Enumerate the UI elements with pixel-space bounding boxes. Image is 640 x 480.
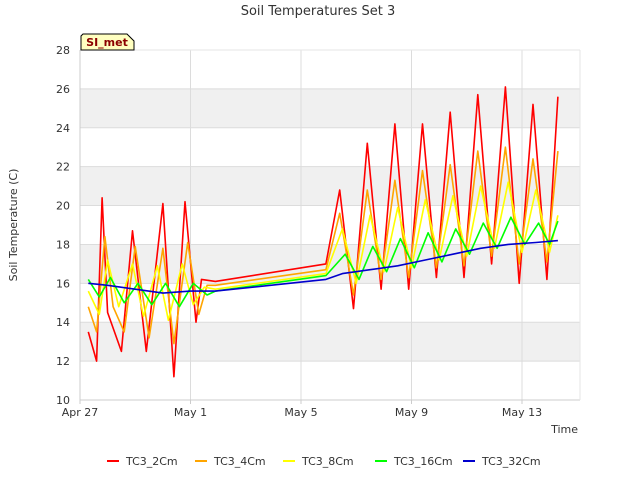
plot-background bbox=[80, 50, 580, 400]
y-tick-label: 12 bbox=[56, 355, 70, 368]
series-line-tc3_4cm bbox=[87, 146, 559, 345]
y-tick-label: 18 bbox=[56, 238, 70, 251]
x-axis-label: Time bbox=[550, 423, 578, 436]
grid-band bbox=[80, 88, 580, 128]
series-lines bbox=[87, 86, 559, 378]
series-line-tc3_32cm bbox=[88, 239, 558, 294]
legend-item: TC3_8Cm bbox=[283, 455, 354, 468]
y-tick-label: 14 bbox=[56, 316, 70, 329]
legend-item: TC3_16Cm bbox=[375, 455, 453, 468]
y-tick-label: 22 bbox=[56, 161, 70, 174]
y-tick-label: 24 bbox=[56, 122, 70, 135]
axes bbox=[79, 49, 581, 401]
y-tick-label: 26 bbox=[56, 83, 70, 96]
x-tick-label: Apr 27 bbox=[62, 406, 99, 419]
tick-labels: 10 12 14 16 18 20 22 24 26 28 Apr 27 May 1 May 5 May … bbox=[56, 44, 542, 419]
legend-item: TC3_4Cm bbox=[195, 455, 266, 468]
legend-label: TC3_16Cm bbox=[393, 455, 453, 468]
series-line-tc3_16cm bbox=[87, 216, 559, 308]
legend-item: TC3_32Cm bbox=[463, 455, 541, 468]
x-tick-label: May 13 bbox=[502, 406, 542, 419]
legend-label: TC3_4Cm bbox=[213, 455, 266, 468]
y-tick-label: 20 bbox=[56, 200, 70, 213]
y-tick-label: 10 bbox=[56, 394, 70, 407]
y-tick-label: 28 bbox=[56, 44, 70, 57]
legend: TC3_2Cm TC3_4Cm TC3_8Cm TC3_16Cm TC3_32Cm bbox=[107, 455, 541, 468]
legend-label: TC3_8Cm bbox=[301, 455, 354, 468]
legend-item: TC3_2Cm bbox=[107, 455, 178, 468]
legend-label: TC3_32Cm bbox=[481, 455, 541, 468]
y-axis-label: Soil Temperature (C) bbox=[7, 169, 20, 282]
series-line-tc3_2cm bbox=[87, 86, 559, 378]
x-tick-label: May 1 bbox=[174, 406, 207, 419]
legend-label: TC3_2Cm bbox=[125, 455, 178, 468]
series-line-tc3_8cm bbox=[87, 181, 559, 322]
y-tick-label: 16 bbox=[56, 277, 70, 290]
chart-title: Soil Temperatures Set 3 bbox=[241, 4, 396, 19]
x-tick-label: May 5 bbox=[284, 406, 317, 419]
x-tick-label: May 9 bbox=[395, 406, 428, 419]
site-badge-label: SI_met bbox=[86, 36, 128, 49]
grid-band bbox=[80, 322, 580, 362]
site-badge-box bbox=[80, 33, 135, 51]
site-badge: SI_met bbox=[80, 33, 135, 51]
